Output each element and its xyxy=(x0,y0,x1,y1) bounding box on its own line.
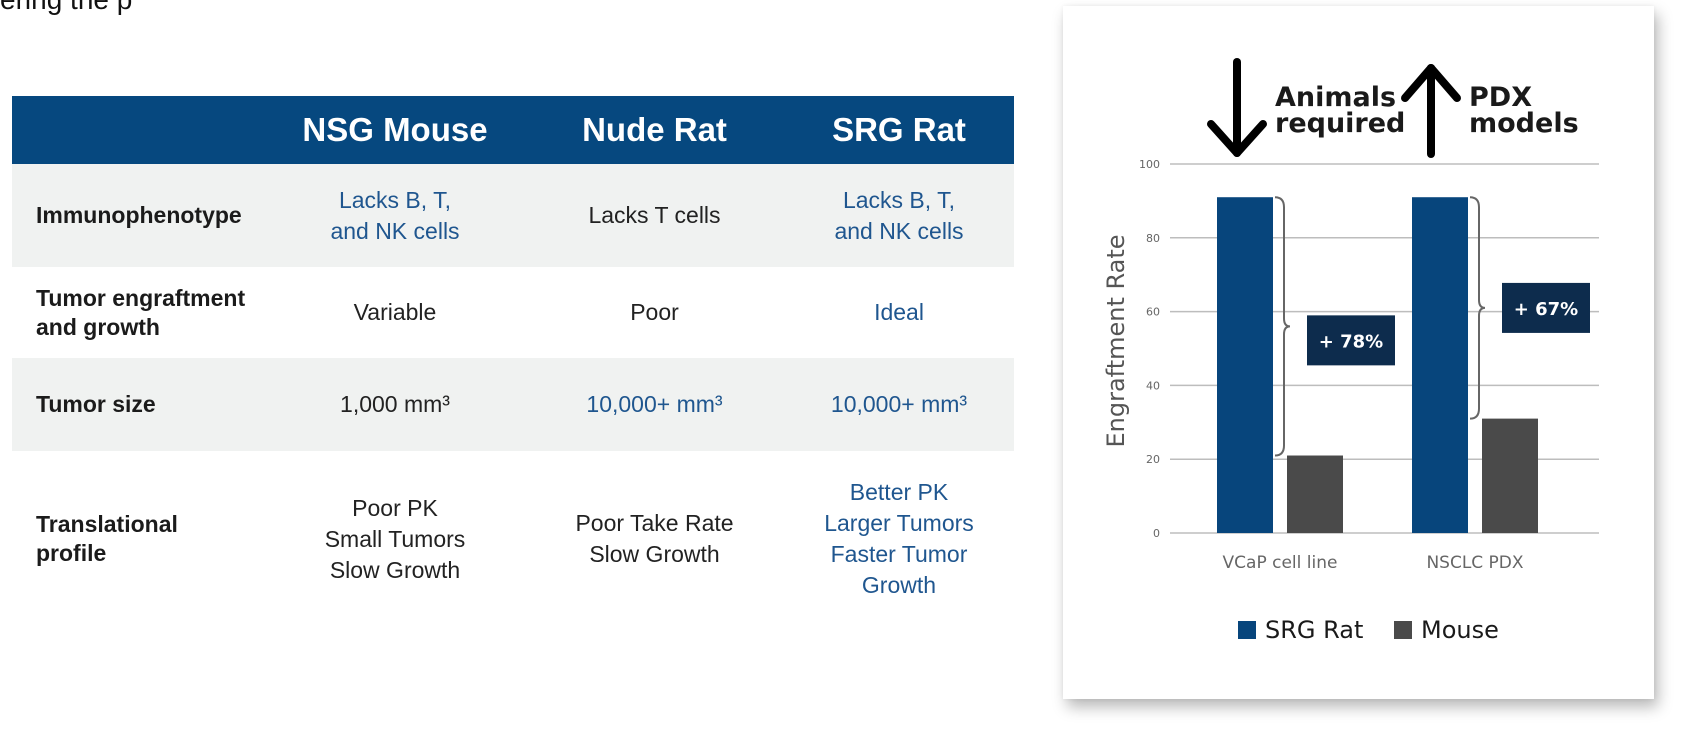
table-row-tumor-size: Tumor size 1,000 mm³ 10,000+ mm³ 10,000+… xyxy=(12,358,1014,451)
legend-label: Mouse xyxy=(1421,616,1499,644)
y-axis-title: Engraftment Rate xyxy=(1102,234,1130,447)
table-row-tumor-engraftment: Tumor engraftment and growth Variable Po… xyxy=(12,267,1014,358)
table-cell: Poor PK Small Tumors Slow Growth xyxy=(265,451,525,627)
table-cell: Poor xyxy=(525,267,784,358)
cell-line: Poor xyxy=(630,299,679,325)
callout-pdx-line1: PDX xyxy=(1469,82,1532,113)
cell-line: 10,000+ mm³ xyxy=(830,391,968,417)
bar-mouse xyxy=(1287,455,1343,533)
x-axis-labels: VCaP cell line NSCLC PDX xyxy=(1223,553,1524,573)
bar-srg-rat xyxy=(1217,197,1273,533)
cell-line: Poor PK xyxy=(352,494,438,521)
model-comparison-table: NSG Mouse Nude Rat SRG Rat Immunophenoty… xyxy=(12,96,1014,627)
chart-bars: + 78% + 67% xyxy=(1217,196,1590,533)
bar-mouse xyxy=(1482,418,1538,533)
cell-line: 10,000+ mm³ xyxy=(586,391,723,417)
cell-line: Slow Growth xyxy=(329,556,461,583)
table-row-translational-profile: Translational profile Poor PK Small Tumo… xyxy=(12,451,1014,627)
cell-line: Better PK xyxy=(849,479,949,505)
table-cell: Lacks T cells xyxy=(525,164,784,267)
row-label: Translational profile xyxy=(12,451,265,627)
arrow-down-icon xyxy=(1207,58,1267,157)
chart-legend: SRG Rat Mouse xyxy=(1238,616,1499,644)
callout-animals-line1: Animals xyxy=(1275,82,1396,113)
callout-animals-line2: required xyxy=(1275,108,1405,139)
table-header-srg-rat: SRG Rat xyxy=(784,96,1014,164)
table-header-nsg-mouse: NSG Mouse xyxy=(265,96,525,164)
table-cell: Better PK Larger Tumors Faster Tumor Gro… xyxy=(784,451,1014,627)
table-header-nude-rat: Nude Rat xyxy=(525,96,784,164)
cell-line: Slow Growth xyxy=(589,541,720,567)
cell-line: Poor Take Rate xyxy=(575,510,734,536)
legend-swatch xyxy=(1394,621,1412,639)
cell-line: and NK cells xyxy=(330,217,460,244)
table-cell: Ideal xyxy=(784,267,1014,358)
y-tick-label: 60 xyxy=(1146,306,1160,319)
table-cell: 10,000+ mm³ xyxy=(525,358,784,451)
row-label: Tumor size xyxy=(12,358,265,451)
table-cell: 10,000+ mm³ xyxy=(784,358,1014,451)
table-cell: Lacks B, T, and NK cells xyxy=(265,164,525,267)
legend-label: SRG Rat xyxy=(1265,616,1363,644)
x-tick-label: VCaP cell line xyxy=(1223,553,1338,573)
table-cell: Poor Take Rate Slow Growth xyxy=(525,451,784,627)
cell-line: Larger Tumors xyxy=(824,510,974,536)
difference-bracket xyxy=(1469,196,1486,420)
difference-callout-box xyxy=(1502,282,1590,333)
cell-line: Ideal xyxy=(874,299,924,325)
cell-line: Variable xyxy=(353,299,437,325)
cell-line: Lacks B, T, xyxy=(338,186,452,213)
table-cell: 1,000 mm³ xyxy=(265,358,525,451)
bar-srg-rat xyxy=(1412,197,1468,533)
y-tick-label: 40 xyxy=(1146,379,1160,392)
table-header-blank xyxy=(12,96,265,164)
row-label-line: Tumor engraftment xyxy=(36,284,246,311)
arrow-up-icon xyxy=(1401,64,1461,158)
cell-line: Lacks T cells xyxy=(588,202,721,228)
row-label-line: profile xyxy=(36,540,107,566)
engraftment-chart-card: Animals required PDX models 0 20 40 60 80 100… xyxy=(1063,6,1654,699)
x-tick-label: NSCLC PDX xyxy=(1426,553,1523,573)
legend-swatch xyxy=(1238,621,1256,639)
page-heading-fragment: ering the p xyxy=(0,0,132,16)
y-tick-label: 20 xyxy=(1146,453,1160,466)
difference-callout-label: + 67% xyxy=(1514,299,1578,320)
difference-bracket xyxy=(1274,196,1291,457)
row-label-line: and growth xyxy=(36,313,160,340)
table-cell: Lacks B, T, and NK cells xyxy=(784,164,1014,267)
row-label: Tumor engraftment and growth xyxy=(12,267,265,358)
y-axis-ticks: 0 20 40 60 80 100 xyxy=(1139,158,1160,540)
difference-callout-box xyxy=(1307,315,1395,366)
cell-line: and NK cells xyxy=(834,217,964,244)
cell-line: Small Tumors xyxy=(324,525,466,552)
row-label: Immunophenotype xyxy=(12,164,265,267)
callout-pdx-line2: models xyxy=(1469,108,1579,139)
y-tick-label: 100 xyxy=(1139,158,1160,171)
difference-callout-label: + 78% xyxy=(1319,331,1383,352)
table-cell: Variable xyxy=(265,267,525,358)
y-tick-label: 80 xyxy=(1146,232,1160,245)
table-header-row: NSG Mouse Nude Rat SRG Rat xyxy=(12,96,1014,164)
engraftment-bar-chart: Animals required PDX models 0 20 40 60 80 100… xyxy=(1102,58,1599,644)
cell-line: 1,000 mm³ xyxy=(340,391,450,417)
cell-line: Lacks B, T, xyxy=(842,186,956,213)
cell-line: Faster Tumor xyxy=(830,541,968,567)
cell-line: Growth xyxy=(861,572,937,598)
row-label-line: Translational xyxy=(36,511,178,537)
table-row-immunophenotype: Immunophenotype Lacks B, T, and NK cells… xyxy=(12,164,1014,267)
y-tick-label: 0 xyxy=(1153,527,1160,540)
